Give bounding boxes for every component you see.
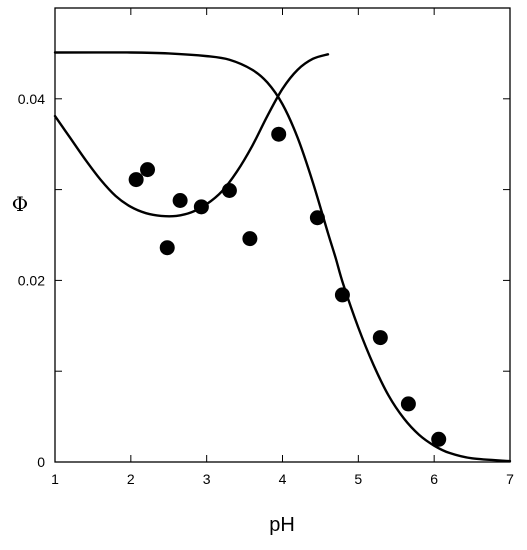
data-point (372, 330, 388, 346)
data-point (400, 396, 416, 412)
data-point (242, 231, 258, 247)
y-tick-label: 0.02 (18, 272, 45, 288)
plot-frame (54, 7, 511, 463)
axis-ticks: 1 2 3 4 5 6 7 0 0.02 0.04 (18, 8, 514, 487)
x-axis-title: pH (269, 514, 295, 536)
y-tick-label: 0.04 (18, 91, 45, 107)
data-point (309, 210, 325, 226)
data-point (159, 240, 175, 256)
data-point (334, 287, 350, 303)
x-tick-label: 6 (430, 471, 438, 487)
fit-curve-2 (53, 51, 512, 463)
data-point (193, 199, 209, 215)
x-tick-label: 3 (203, 471, 211, 487)
x-tick-label: 4 (279, 471, 287, 487)
data-point (221, 183, 237, 199)
x-tick-label: 5 (354, 471, 362, 487)
data-point (128, 172, 144, 188)
data-point (140, 162, 156, 178)
data-point (172, 192, 188, 208)
x-tick-label: 2 (127, 471, 135, 487)
x-tick-label: 7 (506, 471, 514, 487)
y-tick-label: 0 (37, 454, 45, 470)
fit-curves (53, 51, 512, 463)
x-tick-label: 1 (51, 471, 59, 487)
data-point (271, 126, 287, 142)
data-point (431, 431, 447, 447)
data-points (128, 126, 447, 447)
y-axis-title: Φ (12, 192, 28, 216)
fit-curve-1 (53, 53, 330, 218)
